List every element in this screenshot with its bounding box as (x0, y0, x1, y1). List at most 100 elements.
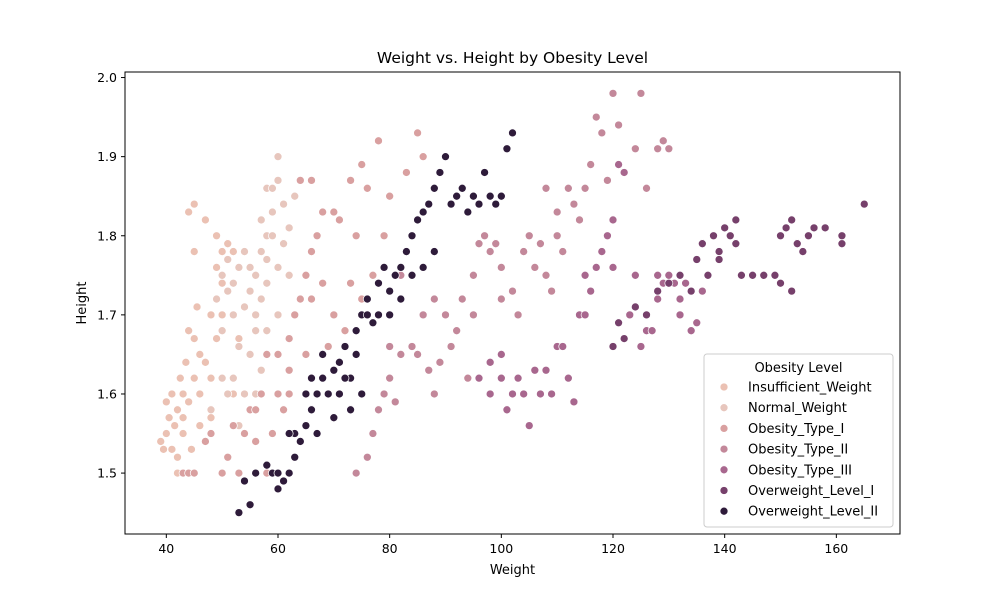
point-obesity-type-ii (441, 310, 450, 320)
point-overweight-level-i (820, 223, 830, 233)
point-overweight-level-ii (240, 476, 249, 486)
point-obesity-type-i (295, 294, 305, 304)
point-normal-weight (228, 373, 238, 383)
point-overweight-level-ii (335, 389, 344, 399)
point-overweight-level-ii (474, 199, 484, 209)
point-obesity-type-iii (619, 168, 629, 177)
point-overweight-level-i (837, 231, 847, 241)
point-overweight-level-ii (390, 270, 400, 280)
point-obesity-type-i (379, 231, 389, 241)
legend-label: Obesity_Type_II (748, 443, 848, 458)
point-normal-weight (273, 152, 283, 161)
point-obesity-type-i (279, 405, 288, 415)
point-obesity-type-ii (658, 136, 668, 146)
point-obesity-type-ii (396, 350, 406, 359)
point-obesity-type-ii (474, 239, 484, 249)
point-obesity-type-iii (653, 294, 663, 304)
legend-marker (719, 486, 729, 495)
point-obesity-type-i (323, 342, 333, 351)
point-overweight-level-i (748, 270, 757, 280)
point-normal-weight (240, 302, 249, 312)
point-obesity-type-iii (675, 310, 685, 320)
point-obesity-type-i (307, 294, 316, 304)
point-obesity-type-iii (485, 389, 495, 399)
point-obesity-type-iii (496, 350, 506, 359)
point-overweight-level-ii (245, 500, 255, 510)
x-tick-label: 40 (158, 541, 174, 556)
point-obesity-type-i (295, 176, 305, 185)
point-insufficient-weight (173, 405, 182, 415)
point-overweight-level-ii (284, 468, 294, 478)
point-obesity-type-ii (563, 183, 573, 193)
point-obesity-type-iii (697, 286, 707, 296)
point-obesity-type-ii (575, 215, 584, 225)
point-insufficient-weight (195, 389, 205, 399)
point-normal-weight (268, 231, 277, 241)
point-obesity-type-iii (569, 397, 579, 407)
point-obesity-type-ii (446, 342, 456, 351)
point-obesity-type-iii (664, 270, 674, 280)
point-overweight-level-i (859, 199, 869, 209)
point-insufficient-weight (217, 310, 227, 320)
x-tick-label: 100 (489, 541, 513, 556)
y-tick-label: 1.6 (97, 386, 117, 401)
point-overweight-level-ii (301, 389, 311, 399)
point-normal-weight (268, 183, 277, 193)
plot-frame (124, 71, 901, 535)
point-overweight-level-ii (396, 263, 406, 272)
point-insufficient-weight (164, 413, 174, 423)
point-overweight-level-ii (290, 452, 300, 462)
point-obesity-type-iii (536, 389, 545, 399)
point-obesity-type-ii (513, 310, 523, 320)
point-obesity-type-ii (379, 389, 389, 399)
point-overweight-level-i (720, 223, 730, 233)
point-obesity-type-ii (413, 350, 422, 359)
point-obesity-type-ii (491, 239, 501, 249)
point-overweight-level-i (686, 286, 696, 296)
point-obesity-type-i (223, 452, 233, 462)
point-overweight-level-ii (368, 318, 378, 328)
point-normal-weight (273, 176, 283, 185)
y-axis-label: Height (75, 282, 90, 325)
point-obesity-type-ii (636, 89, 646, 98)
legend-items: Insufficient_Weight Normal_Weight Obesity_… (719, 381, 878, 520)
point-obesity-type-i (340, 326, 350, 336)
point-normal-weight (234, 342, 244, 351)
point-overweight-level-ii (318, 373, 328, 383)
legend-marker (719, 465, 729, 475)
point-normal-weight (284, 223, 294, 233)
point-obesity-type-i (201, 437, 210, 446)
point-overweight-level-i (737, 270, 746, 280)
point-obesity-type-ii (558, 247, 568, 256)
point-overweight-level-ii (340, 373, 350, 383)
point-overweight-level-i (614, 318, 623, 328)
point-overweight-level-i (792, 239, 802, 249)
point-insufficient-weight (212, 231, 221, 241)
point-overweight-level-ii (312, 389, 322, 399)
point-overweight-level-i (714, 255, 724, 264)
x-axis-label: Weight (490, 563, 535, 578)
point-overweight-level-i (798, 247, 808, 256)
point-obesity-type-iii (580, 310, 590, 320)
point-normal-weight (217, 326, 227, 336)
legend-box (703, 353, 894, 528)
point-overweight-level-ii (318, 350, 328, 359)
point-obesity-type-i (346, 278, 355, 288)
x-tick-label: 160 (824, 541, 848, 556)
point-insufficient-weight (189, 373, 199, 383)
point-obesity-type-ii (530, 263, 540, 272)
point-normal-weight (262, 326, 272, 336)
point-overweight-level-ii (323, 389, 333, 399)
legend-label: Normal_Weight (748, 401, 847, 416)
point-obesity-type-ii (586, 160, 596, 169)
point-overweight-level-ii (396, 294, 406, 304)
point-obesity-type-iii (558, 342, 568, 351)
point-normal-weight (245, 350, 255, 359)
point-overweight-level-i (770, 270, 780, 280)
point-insufficient-weight (178, 429, 188, 438)
point-overweight-level-ii (496, 191, 506, 201)
point-obesity-type-ii (385, 342, 395, 351)
point-obesity-type-i (268, 429, 277, 438)
point-obesity-type-ii (452, 326, 462, 336)
point-obesity-type-ii (390, 397, 400, 407)
